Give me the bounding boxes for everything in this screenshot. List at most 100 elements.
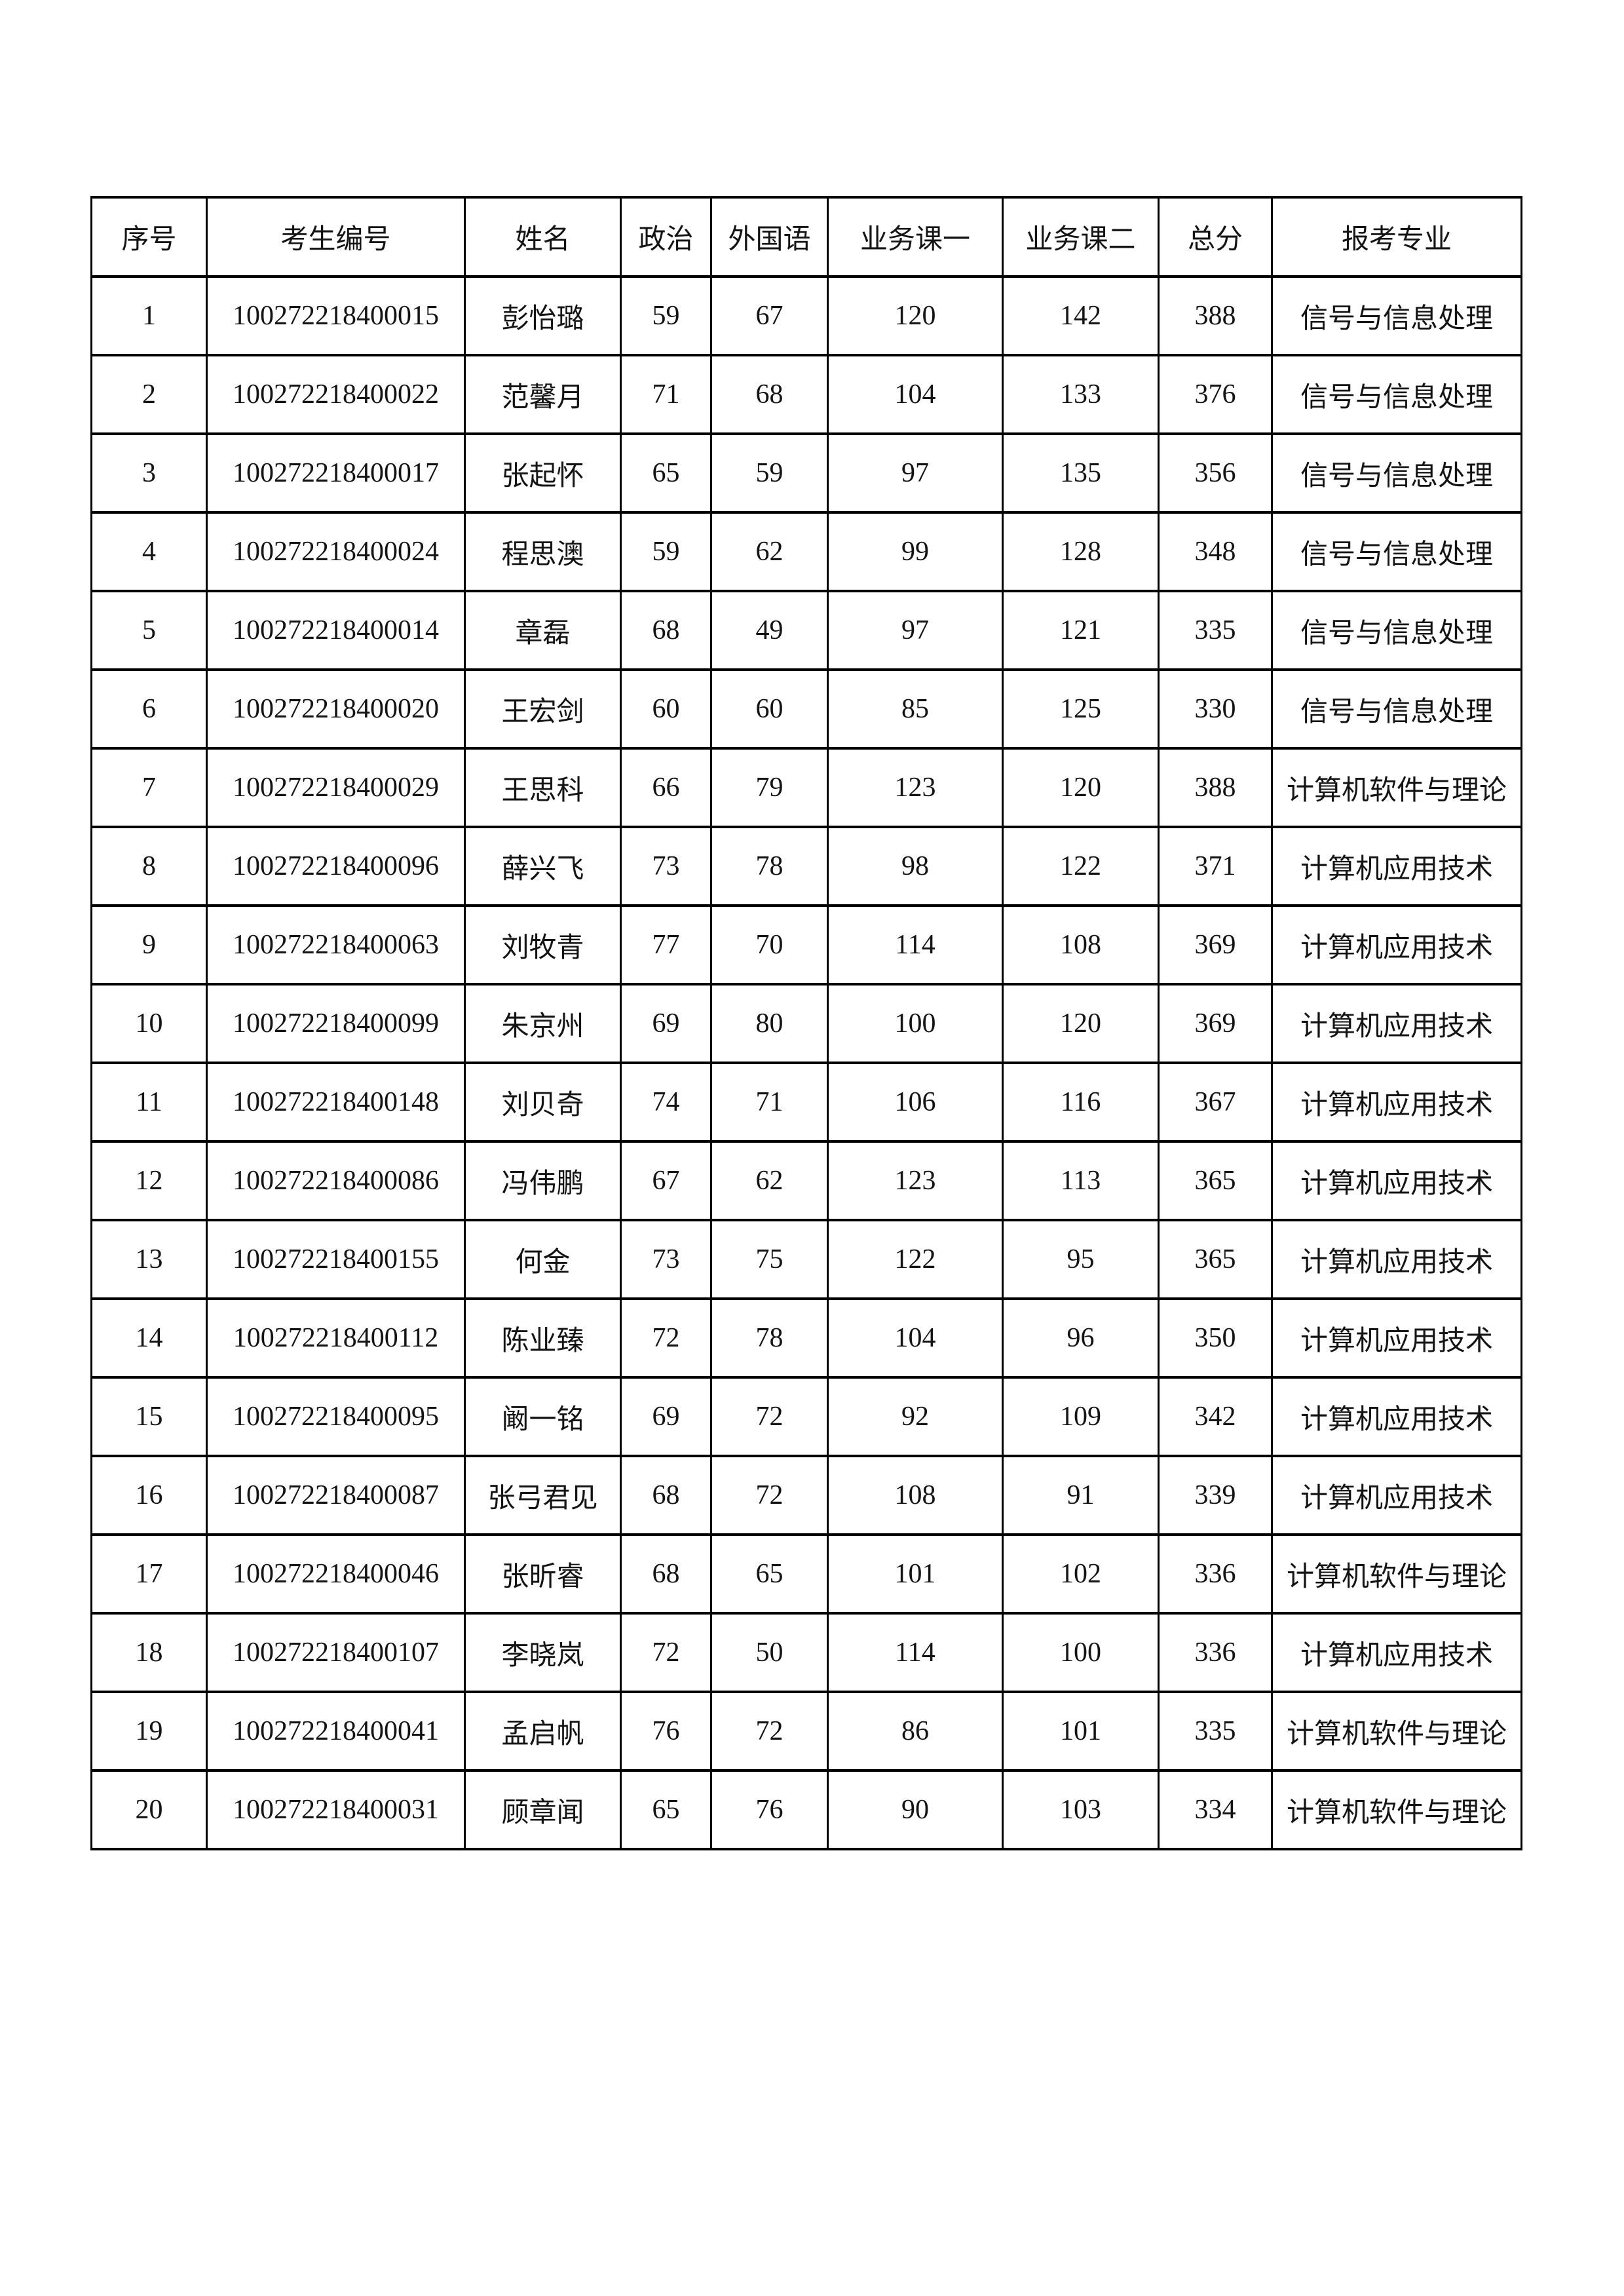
cell-index: 6 (90, 668, 208, 750)
cell-course-two: 116 (1002, 1062, 1160, 1143)
table-row: 5 100272218400014 章磊 68 49 97 121 335 信号与信息处理 (90, 590, 1522, 671)
cell-index: 10 (90, 983, 208, 1064)
cell-politics: 73 (620, 826, 712, 907)
cell-name: 孟启帆 (464, 1691, 622, 1772)
cell-politics: 59 (620, 275, 712, 356)
cell-foreign-language: 78 (710, 1297, 829, 1379)
cell-total-score: 335 (1158, 1691, 1273, 1772)
cell-candidate-id: 100272218400095 (206, 1376, 466, 1457)
column-header-total-score: 总分 (1158, 196, 1273, 278)
cell-course-two: 113 (1002, 1140, 1160, 1221)
cell-index: 9 (90, 904, 208, 985)
cell-index: 13 (90, 1219, 208, 1300)
table-row: 6 100272218400020 王宏剑 60 60 85 125 330 信号与信息处理 (90, 668, 1522, 750)
cell-politics: 76 (620, 1691, 712, 1772)
column-header-candidate-id: 考生编号 (206, 196, 466, 278)
cell-candidate-id: 100272218400031 (206, 1769, 466, 1850)
table-row: 20 100272218400031 顾章闻 65 76 90 103 334 计算机软件与理论 (90, 1769, 1522, 1850)
cell-name: 王宏剑 (464, 668, 622, 750)
table-row: 8 100272218400096 薛兴飞 73 78 98 122 371 计算机应用技术 (90, 826, 1522, 907)
cell-candidate-id: 100272218400017 (206, 432, 466, 514)
cell-politics: 67 (620, 1140, 712, 1221)
cell-candidate-id: 100272218400024 (206, 511, 466, 592)
cell-total-score: 388 (1158, 747, 1273, 828)
cell-course-one: 86 (827, 1691, 1004, 1772)
cell-major: 计算机应用技术 (1271, 1455, 1522, 1536)
cell-politics: 66 (620, 747, 712, 828)
cell-major: 计算机应用技术 (1271, 826, 1522, 907)
cell-name: 程思澳 (464, 511, 622, 592)
cell-foreign-language: 65 (710, 1533, 829, 1615)
cell-politics: 77 (620, 904, 712, 985)
table-row: 18 100272218400107 李晓岚 72 50 114 100 336 计算机应用技术 (90, 1612, 1522, 1693)
table-row: 10 100272218400099 朱京州 69 80 100 120 369 计算机应用技术 (90, 983, 1522, 1064)
cell-candidate-id: 100272218400112 (206, 1297, 466, 1379)
cell-name: 陈业臻 (464, 1297, 622, 1379)
cell-total-score: 336 (1158, 1612, 1273, 1693)
cell-major: 信号与信息处理 (1271, 354, 1522, 435)
cell-major: 计算机应用技术 (1271, 1062, 1522, 1143)
cell-course-one: 104 (827, 354, 1004, 435)
cell-foreign-language: 75 (710, 1219, 829, 1300)
cell-index: 16 (90, 1455, 208, 1536)
cell-course-one: 92 (827, 1376, 1004, 1457)
cell-index: 18 (90, 1612, 208, 1693)
cell-candidate-id: 100272218400107 (206, 1612, 466, 1693)
cell-total-score: 365 (1158, 1219, 1273, 1300)
cell-candidate-id: 100272218400046 (206, 1533, 466, 1615)
cell-total-score: 356 (1158, 432, 1273, 514)
cell-total-score: 369 (1158, 983, 1273, 1064)
cell-candidate-id: 100272218400096 (206, 826, 466, 907)
cell-candidate-id: 100272218400041 (206, 1691, 466, 1772)
cell-course-one: 123 (827, 1140, 1004, 1221)
cell-politics: 68 (620, 1455, 712, 1536)
column-header-name: 姓名 (464, 196, 622, 278)
cell-total-score: 371 (1158, 826, 1273, 907)
cell-candidate-id: 100272218400020 (206, 668, 466, 750)
cell-course-two: 122 (1002, 826, 1160, 907)
cell-name: 彭怡璐 (464, 275, 622, 356)
table-row: 1 100272218400015 彭怡璐 59 67 120 142 388 信号与信息处理 (90, 275, 1522, 356)
cell-major: 信号与信息处理 (1271, 275, 1522, 356)
cell-course-two: 121 (1002, 590, 1160, 671)
table-row: 16 100272218400087 张弓君见 68 72 108 91 339 计算机应用技术 (90, 1455, 1522, 1536)
cell-candidate-id: 100272218400086 (206, 1140, 466, 1221)
cell-index: 1 (90, 275, 208, 356)
cell-candidate-id: 100272218400155 (206, 1219, 466, 1300)
cell-index: 19 (90, 1691, 208, 1772)
cell-index: 11 (90, 1062, 208, 1143)
table-row: 9 100272218400063 刘牧青 77 70 114 108 369 计算机应用技术 (90, 904, 1522, 985)
cell-total-score: 334 (1158, 1769, 1273, 1850)
cell-total-score: 350 (1158, 1297, 1273, 1379)
cell-major: 计算机应用技术 (1271, 1219, 1522, 1300)
cell-course-one: 104 (827, 1297, 1004, 1379)
cell-candidate-id: 100272218400014 (206, 590, 466, 671)
cell-total-score: 348 (1158, 511, 1273, 592)
cell-foreign-language: 76 (710, 1769, 829, 1850)
cell-politics: 65 (620, 1769, 712, 1850)
table-body: 1 100272218400015 彭怡璐 59 67 120 142 388 信号与信息处理 2… (90, 275, 1522, 1850)
cell-politics: 72 (620, 1297, 712, 1379)
table-row: 11 100272218400148 刘贝奇 74 71 106 116 367 计算机应用技术 (90, 1062, 1522, 1143)
cell-politics: 69 (620, 1376, 712, 1457)
column-header-index: 序号 (90, 196, 208, 278)
cell-name: 刘贝奇 (464, 1062, 622, 1143)
cell-course-one: 98 (827, 826, 1004, 907)
cell-foreign-language: 67 (710, 275, 829, 356)
cell-total-score: 367 (1158, 1062, 1273, 1143)
cell-course-two: 109 (1002, 1376, 1160, 1457)
cell-name: 何金 (464, 1219, 622, 1300)
cell-foreign-language: 62 (710, 511, 829, 592)
results-table: 序号 考生编号 姓名 政治 外国语 业务课一 业务课二 总分 报考专业 1 10027221840… (90, 196, 1522, 1850)
cell-name: 张昕睿 (464, 1533, 622, 1615)
cell-total-score: 365 (1158, 1140, 1273, 1221)
cell-politics: 68 (620, 1533, 712, 1615)
cell-course-one: 101 (827, 1533, 1004, 1615)
cell-candidate-id: 100272218400029 (206, 747, 466, 828)
cell-name: 冯伟鹏 (464, 1140, 622, 1221)
cell-politics: 74 (620, 1062, 712, 1143)
cell-major: 计算机应用技术 (1271, 1297, 1522, 1379)
cell-total-score: 388 (1158, 275, 1273, 356)
cell-politics: 65 (620, 432, 712, 514)
